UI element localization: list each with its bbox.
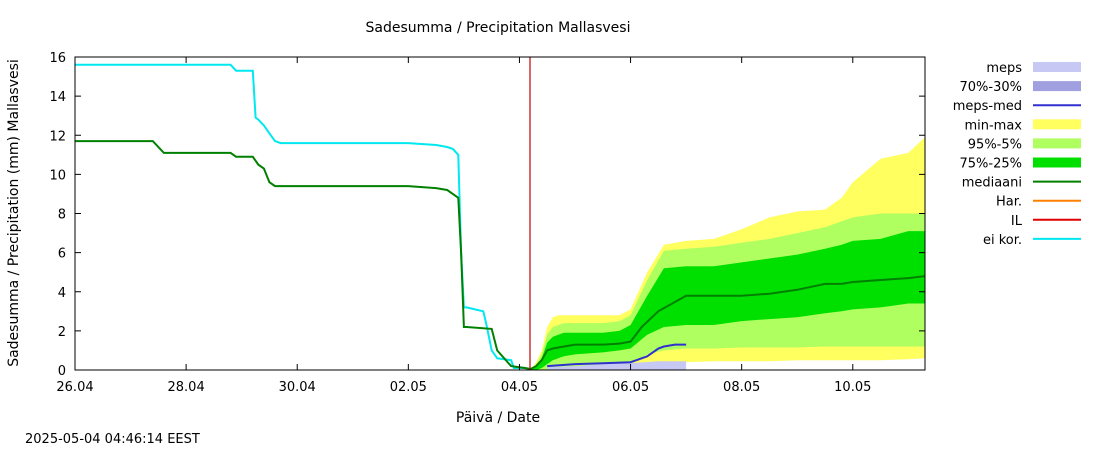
y-axis: 0 2 4 6 8 10 12 14 16 [49,51,925,379]
y-tick-label: 16 [49,51,66,66]
x-tick-label: 02.05 [390,380,427,395]
series-ei-kor [75,63,525,369]
y-tick-label: 10 [49,168,66,183]
x-tick-label: 04.05 [501,380,538,395]
legend-label-meps-med: meps-med [953,99,1022,114]
band-meps [547,361,687,370]
y-tick-label: 14 [49,90,66,105]
legend-swatch-meps [1033,62,1081,72]
legend-label-75-25: 75%-25% [960,157,1022,172]
x-tick-label: 10.05 [834,380,871,395]
legend-label-min-max: min-max [964,118,1022,133]
legend: meps 70%-30% meps-med min-max 95%-5% 75%-25% m… [953,61,1081,248]
chart-title: Sadesumma / Precipitation Mallasvesi [366,20,631,36]
legend-label-mediaani: mediaani [962,176,1022,191]
x-tick-label: 26.04 [56,380,93,395]
legend-label-ei-kor: ei kor. [983,233,1022,248]
plot-bands [530,137,925,370]
y-tick-label: 4 [58,286,66,301]
legend-label-95-5: 95%-5% [968,137,1022,152]
y-tick-label: 2 [58,325,66,340]
y-axis-label: Sadesumma / Precipitation (mm) Mallasves… [6,59,22,367]
y-tick-label: 8 [58,208,66,223]
legend-label-il: IL [1011,214,1023,229]
x-tick-label: 08.05 [723,380,760,395]
legend-label-meps: meps [986,61,1022,76]
x-tick-label: 30.04 [279,380,316,395]
timestamp: 2025-05-04 04:46:14 EEST [25,432,200,447]
y-tick-label: 0 [58,364,66,379]
y-tick-label: 6 [58,247,66,262]
legend-label-70-30: 70%-30% [960,80,1022,95]
legend-label-har: Har. [996,195,1022,210]
legend-swatch-95-5 [1033,138,1081,149]
series-meps-med [547,343,687,368]
legend-swatch-70-30 [1033,81,1081,92]
x-tick-label: 28.04 [168,380,205,395]
x-axis: 26.04 28.04 30.04 02.05 04.05 06.05 08.05 10.05 [56,57,871,395]
legend-swatch-min-max [1033,119,1081,130]
x-tick-label: 06.05 [612,380,649,395]
y-tick-label: 12 [49,129,66,144]
band-75-25 [530,231,925,370]
legend-swatch-75-25 [1033,157,1081,168]
x-axis-label: Päivä / Date [456,410,540,426]
